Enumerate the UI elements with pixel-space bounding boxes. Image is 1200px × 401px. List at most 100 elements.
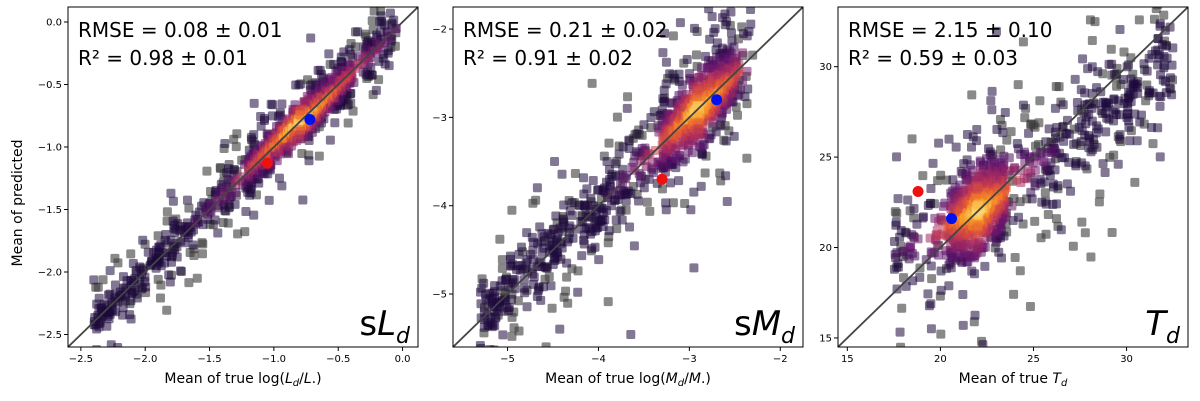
data-point xyxy=(666,178,676,188)
data-point xyxy=(249,130,259,140)
data-point xyxy=(1119,74,1129,84)
outlier-point xyxy=(184,278,194,288)
data-point xyxy=(118,310,128,320)
outlier-point xyxy=(197,238,207,248)
data-point xyxy=(1040,164,1050,174)
data-point xyxy=(908,276,918,286)
outlier-point xyxy=(367,16,377,26)
data-point xyxy=(353,27,363,37)
data-point xyxy=(923,289,933,299)
data-point xyxy=(973,209,983,219)
data-point xyxy=(594,255,604,265)
data-point xyxy=(532,183,542,193)
data-point xyxy=(1167,60,1177,70)
data-point xyxy=(973,220,983,230)
highlight-point-red xyxy=(912,185,924,197)
data-point xyxy=(903,195,913,205)
data-point xyxy=(632,129,642,139)
outlier-point xyxy=(1159,10,1169,20)
outlier-point xyxy=(495,234,505,244)
data-point xyxy=(1126,74,1136,84)
x-axis-label: Mean of true log(Md/M.) xyxy=(545,371,711,389)
data-point xyxy=(573,287,583,297)
outlier-point xyxy=(907,134,917,144)
data-point xyxy=(992,125,1002,135)
outlier-point xyxy=(668,198,678,208)
data-point xyxy=(522,302,532,312)
outlier-point xyxy=(497,255,507,265)
data-point xyxy=(1030,178,1040,188)
plot-area xyxy=(838,7,1188,375)
outlier-point xyxy=(533,363,542,372)
outlier-point xyxy=(1015,197,1025,207)
data-point xyxy=(677,80,687,90)
data-point xyxy=(1037,197,1047,207)
outlier-point xyxy=(668,31,678,41)
data-point xyxy=(972,136,982,146)
data-point xyxy=(693,128,703,138)
outlier-point xyxy=(1094,197,1104,207)
data-point xyxy=(567,210,577,220)
data-point xyxy=(722,196,732,206)
data-point xyxy=(1155,70,1165,80)
data-point xyxy=(579,239,589,249)
outlier-point xyxy=(232,129,242,139)
data-point xyxy=(1113,159,1123,169)
data-point xyxy=(693,93,703,103)
outlier-point xyxy=(202,166,212,176)
data-point xyxy=(680,154,690,164)
data-point xyxy=(562,258,572,268)
data-point xyxy=(718,13,728,23)
x-tick-label: −0.5 xyxy=(326,354,350,365)
data-point xyxy=(658,48,668,58)
data-point xyxy=(172,252,182,262)
data-point xyxy=(1135,117,1145,127)
data-point xyxy=(712,38,722,48)
data-point xyxy=(330,118,340,128)
outlier-point xyxy=(497,263,507,273)
identity-line xyxy=(838,7,1188,347)
y-tick-label: 30 xyxy=(819,62,832,73)
data-point xyxy=(945,366,954,375)
data-point xyxy=(1101,127,1111,137)
data-point xyxy=(978,340,988,347)
outlier-point xyxy=(936,170,946,180)
data-point xyxy=(504,303,514,313)
data-point xyxy=(1012,138,1022,148)
y-tick-label: −2.0 xyxy=(38,268,62,279)
identity-line xyxy=(68,7,418,347)
data-point xyxy=(625,222,635,232)
data-point xyxy=(304,156,314,166)
data-point xyxy=(358,67,368,77)
data-point xyxy=(1130,109,1140,119)
data-point xyxy=(626,329,636,339)
y-tick-label: −1.5 xyxy=(38,205,62,216)
data-point xyxy=(1087,88,1097,98)
data-point xyxy=(994,247,1004,257)
data-point xyxy=(1098,97,1108,107)
outlier-point xyxy=(1119,47,1129,57)
rmse-annotation: RMSE = 0.21 ± 0.02 xyxy=(463,18,668,42)
data-point xyxy=(694,86,704,96)
outlier-point xyxy=(1010,253,1020,263)
data-point xyxy=(113,343,123,347)
data-point xyxy=(220,138,230,148)
outlier-point xyxy=(507,205,517,215)
data-point xyxy=(709,27,719,37)
data-point xyxy=(94,322,104,332)
x-tick-label: −1.5 xyxy=(197,354,221,365)
data-point xyxy=(915,272,925,282)
outlier-point xyxy=(513,296,523,306)
outlier-point xyxy=(603,297,613,307)
data-point xyxy=(661,57,671,67)
y-tick-label: 15 xyxy=(819,333,832,344)
outlier-point xyxy=(1034,118,1044,128)
data-point xyxy=(602,156,612,166)
data-point xyxy=(604,226,614,236)
data-point xyxy=(229,165,239,175)
data-point xyxy=(639,183,649,193)
data-point xyxy=(298,195,308,205)
data-point xyxy=(742,66,752,76)
data-point xyxy=(743,84,753,94)
outlier-point xyxy=(892,208,902,218)
